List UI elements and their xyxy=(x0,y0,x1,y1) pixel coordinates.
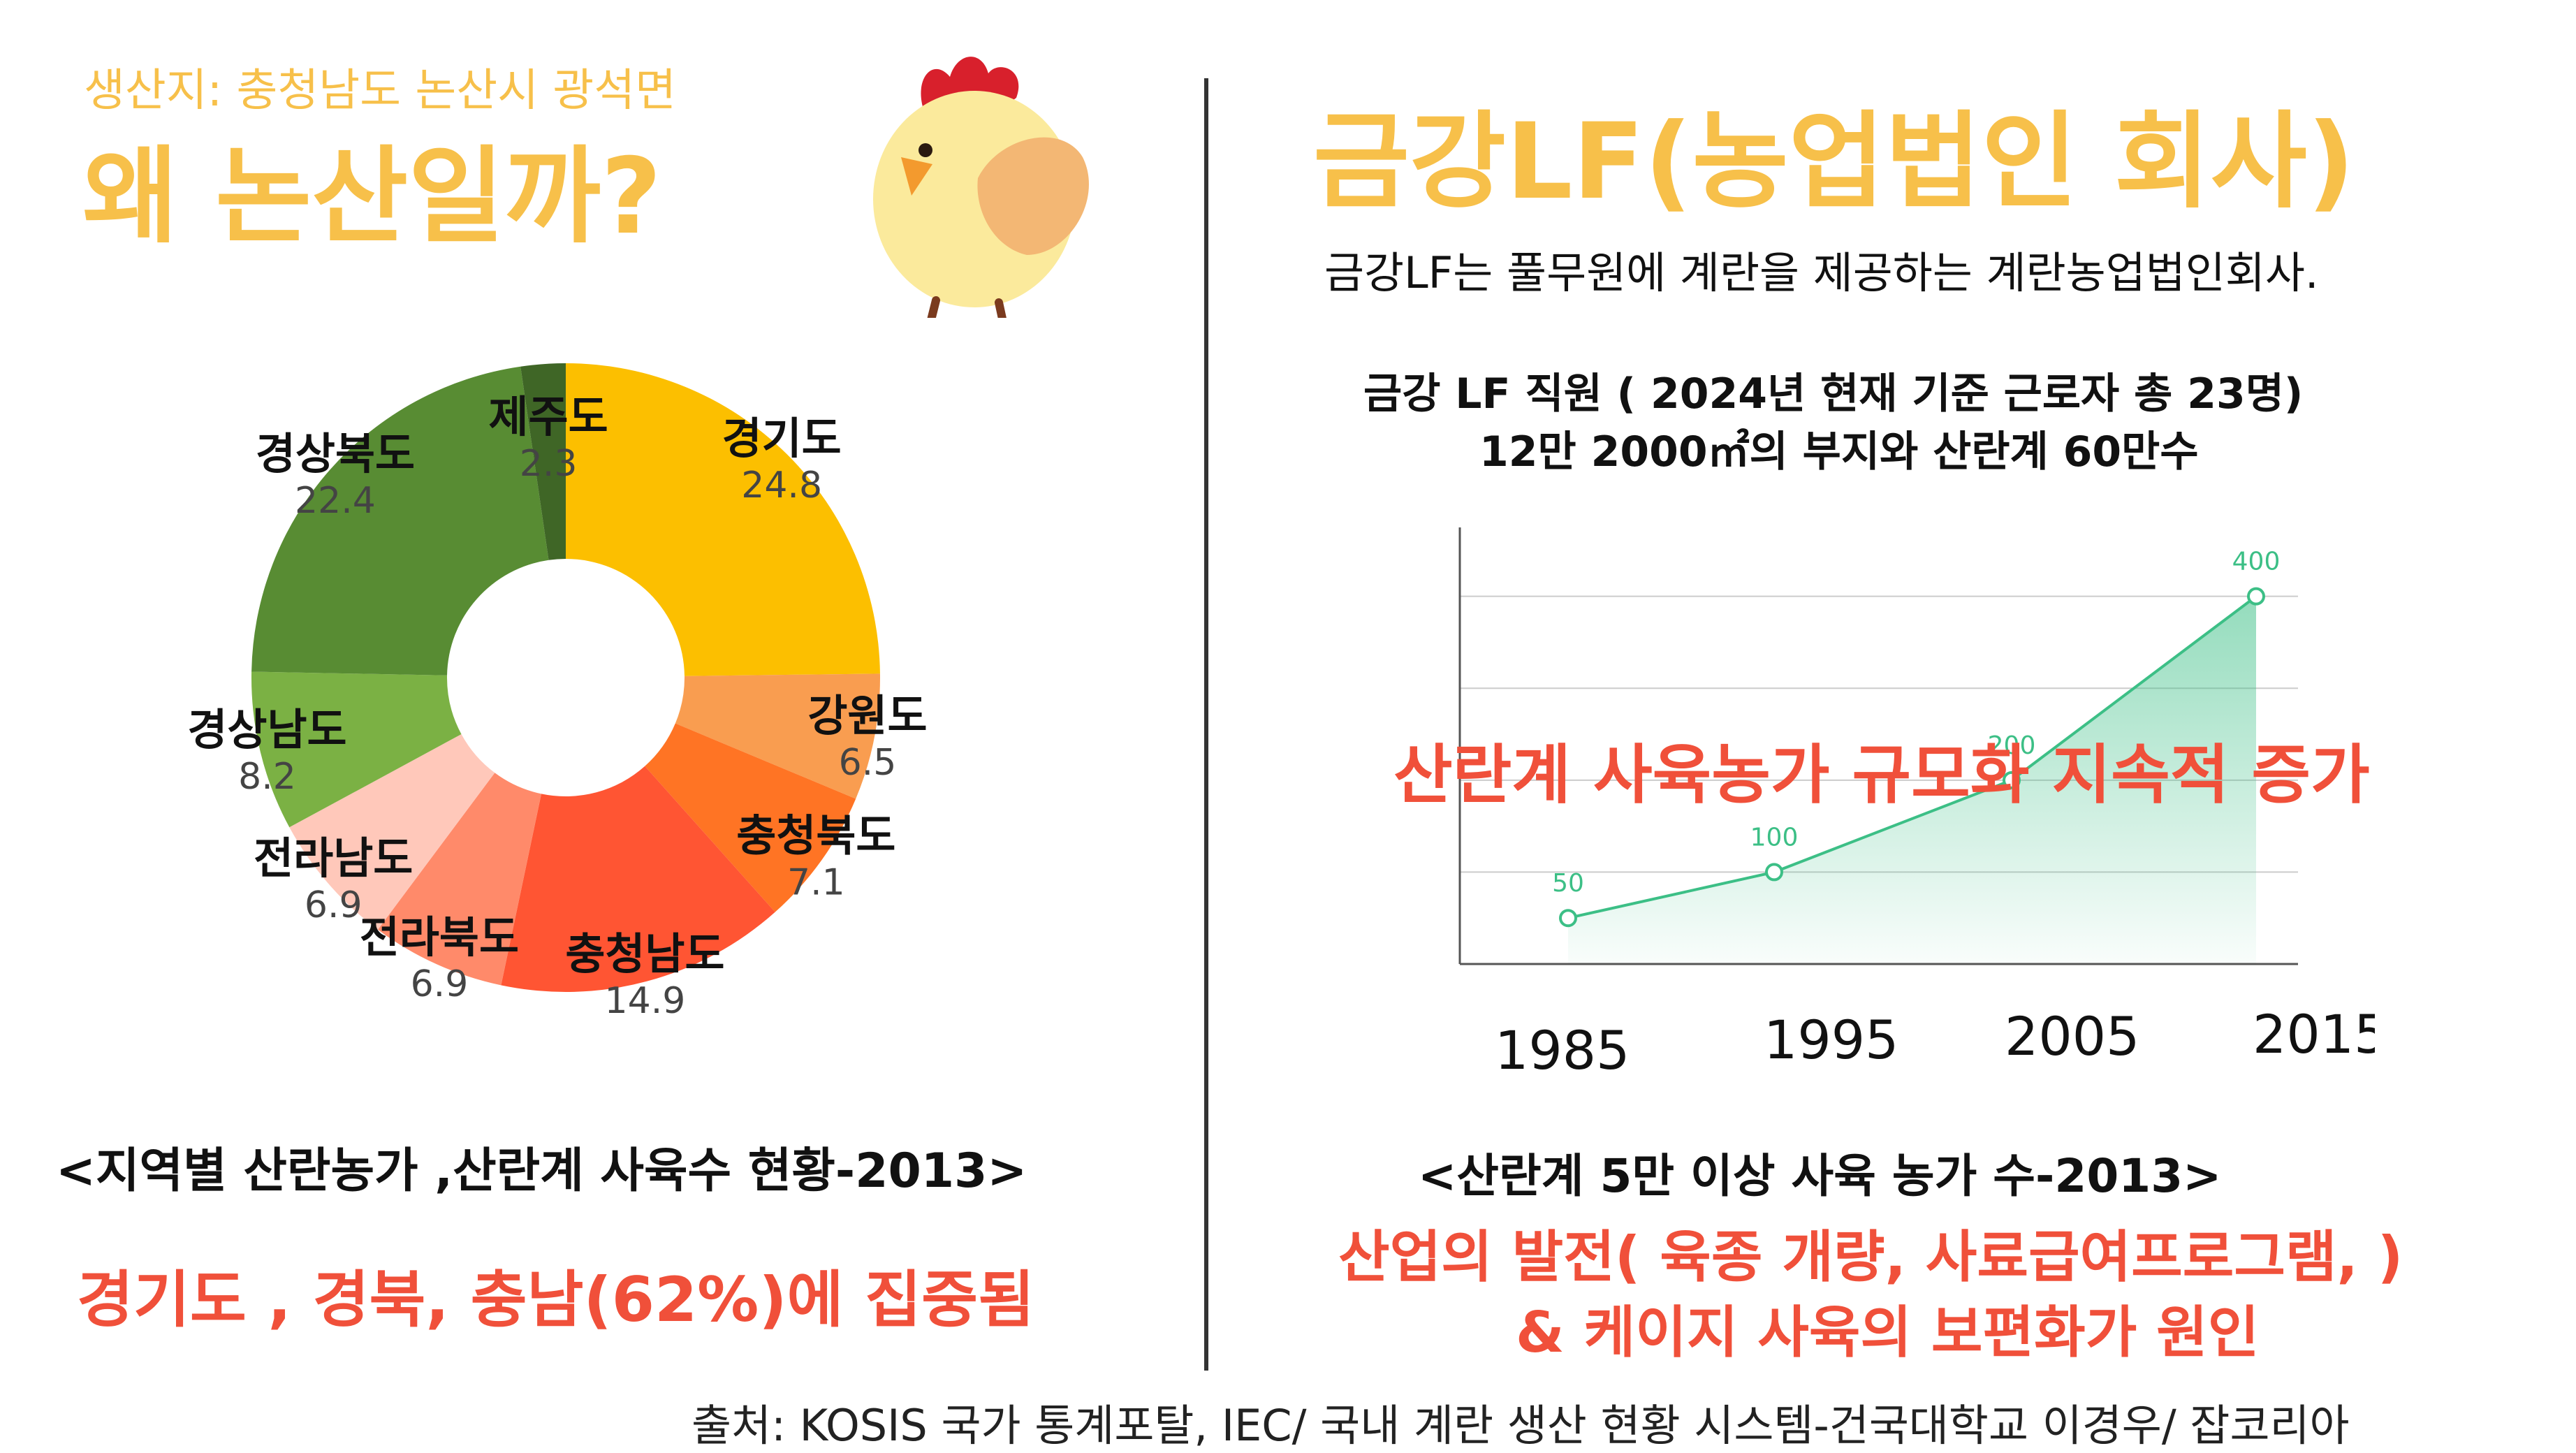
pie-label-5: 전라남도 xyxy=(254,833,413,884)
pie-value-0: 24.8 xyxy=(741,465,822,506)
cause-line-1: 산업의 발전( 육종 개량, 사료급여프로그램, ) xyxy=(1338,1225,2403,1290)
pie-value-5: 6.9 xyxy=(305,884,363,926)
pie-slice-8 xyxy=(520,363,566,560)
pie-value-6: 8.2 xyxy=(238,756,296,798)
area-chart: 50 100 200 400 1985 1995 2005 2015 xyxy=(1458,527,2375,1081)
pie-slice-7 xyxy=(251,366,549,676)
region-subtitle: 생산지: 충청남도 논산시 광석면 xyxy=(84,65,677,117)
data-point-0 xyxy=(1559,909,1577,928)
data-label-2: 200 xyxy=(1988,731,2036,760)
data-label-0: 50 xyxy=(1552,869,1584,898)
pie-value-1: 6.5 xyxy=(839,742,897,784)
area-info: 12만 2000㎡의 부지와 산란계 60만수 xyxy=(1479,428,2199,476)
company-description: 금강LF는 풀무원에 계란을 제공하는 계란농업법인회사. xyxy=(1324,247,2319,298)
pie-label-3: 충청남도 xyxy=(565,928,724,979)
data-label-1: 100 xyxy=(1750,823,1799,852)
pie-slice-4 xyxy=(377,773,542,986)
pie-label-2: 충청북도 xyxy=(736,810,895,861)
pie-value-4: 6.9 xyxy=(411,963,469,1005)
pie-value-7: 22.4 xyxy=(295,480,376,522)
data-label-3: 400 xyxy=(2232,548,2281,576)
area-fill xyxy=(1568,596,2256,964)
x-tick-3: 2015 xyxy=(2253,1003,2375,1065)
source-note: 출처: KOSIS 국가 통계포탈, IEC/ 국내 계란 생산 현황 시스템-… xyxy=(691,1400,2350,1451)
cause-line-2: & 케이지 사육의 보편화가 원인 xyxy=(1516,1300,2260,1365)
donut-chart: 경기도24.8강원도6.5충청북도7.1충청남도14.9전라북도6.9전라남도6… xyxy=(187,363,928,1022)
line-caption: <산란계 5만 이상 사육 농가 수-2013> xyxy=(1418,1149,2222,1203)
pie-label-6: 경상남도 xyxy=(187,704,346,755)
x-tick-1: 1995 xyxy=(1764,1009,1898,1071)
pie-label-7: 경상북도 xyxy=(256,428,415,479)
pie-slice-6 xyxy=(251,671,462,828)
pie-value-8: 2.3 xyxy=(520,443,578,485)
x-tick-2: 2005 xyxy=(2005,1005,2139,1067)
divider xyxy=(1204,78,1208,1371)
workers-info: 금강 LF 직원 ( 2024년 현재 기준 근로자 총 23명) xyxy=(1363,370,2304,418)
pie-slice-3 xyxy=(501,766,775,992)
data-point-3 xyxy=(2247,587,2265,606)
x-tick-0: 1985 xyxy=(1495,1019,1630,1081)
pie-label-0: 경기도 xyxy=(722,413,842,464)
pie-label-1: 강원도 xyxy=(807,690,927,741)
series-line xyxy=(1567,595,2257,920)
pie-value-2: 7.1 xyxy=(787,861,845,903)
company-title: 금강LF(농업법인 회사) xyxy=(1313,101,2355,223)
pie-slice-0 xyxy=(566,363,880,676)
pie-label-4: 전라북도 xyxy=(360,912,519,963)
pie-value-3: 14.9 xyxy=(605,980,686,1022)
chart-overlay-text: 산란계 사육농가 규모화 지속적 증가 xyxy=(1393,738,2370,812)
pie-slice-5 xyxy=(289,733,495,930)
data-point-2 xyxy=(2003,771,2021,789)
chicken-icon xyxy=(873,57,1089,318)
pie-caption: <지역별 산란농가 ,산란계 사육수 현황-2013> xyxy=(56,1144,1027,1199)
data-point-1 xyxy=(1765,863,1783,882)
pie-slice-2 xyxy=(645,723,856,912)
pie-slice-1 xyxy=(675,673,880,799)
pie-label-8: 제주도 xyxy=(489,391,608,442)
pie-conclusion: 경기도 , 경북, 충남(62%)에 집중됨 xyxy=(77,1264,1035,1336)
left-title: 왜 논산일까? xyxy=(82,136,662,258)
